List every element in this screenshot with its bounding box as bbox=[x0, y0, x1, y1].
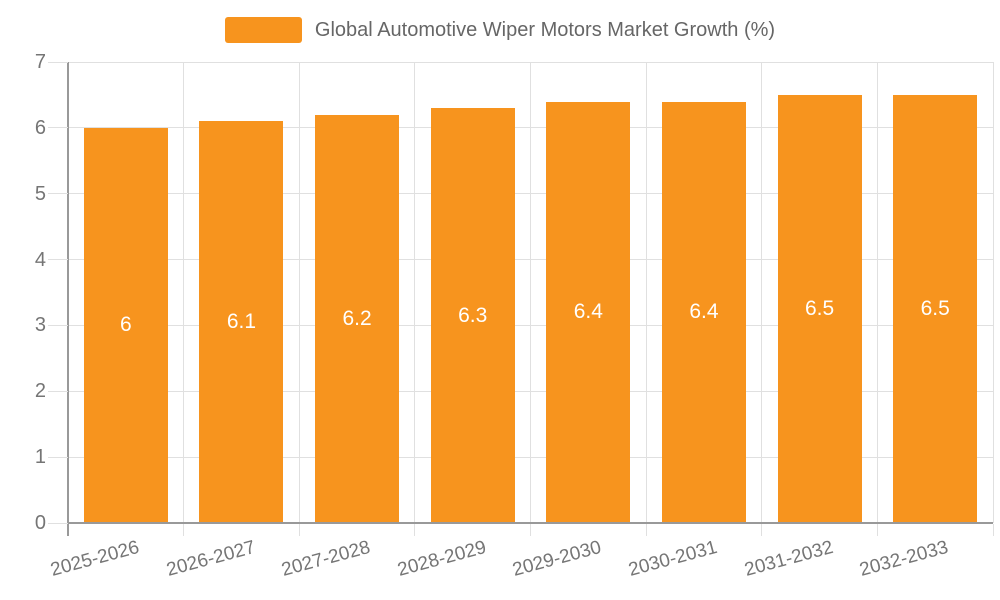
x-axis-tick bbox=[761, 524, 763, 536]
chart-legend: Global Automotive Wiper Motors Market Gr… bbox=[0, 17, 1000, 43]
bar-value-label: 6.5 bbox=[920, 296, 950, 320]
x-axis-tick-label: 2031-2032 bbox=[742, 536, 836, 581]
y-axis-line bbox=[67, 62, 69, 523]
x-axis-tick-label: 2027-2028 bbox=[279, 536, 373, 581]
legend-label: Global Automotive Wiper Motors Market Gr… bbox=[314, 19, 776, 41]
x-axis-line bbox=[67, 522, 993, 524]
y-axis-tick-label: 7 bbox=[34, 51, 46, 73]
y-axis-tick-label: 1 bbox=[34, 446, 46, 469]
bar-value-label: 6.4 bbox=[689, 300, 719, 324]
y-axis-tick-label: 3 bbox=[34, 314, 46, 337]
x-axis-tick-label: 2026-2027 bbox=[163, 536, 258, 581]
y-axis-tick-label: 0 bbox=[34, 512, 46, 534]
y-axis-tick bbox=[48, 390, 68, 392]
bar-value-label: 6.5 bbox=[804, 296, 835, 320]
bar[interactable]: 6.4 bbox=[661, 101, 746, 523]
legend-item[interactable]: Global Automotive Wiper Motors Market Gr… bbox=[224, 17, 776, 43]
bar[interactable]: 6.5 bbox=[893, 94, 978, 523]
bar[interactable]: 6.4 bbox=[546, 101, 631, 523]
gridline-vertical bbox=[530, 62, 531, 523]
gridline-vertical bbox=[414, 62, 416, 523]
legend-swatch bbox=[224, 17, 302, 43]
y-axis-tick-label: 4 bbox=[34, 248, 46, 271]
y-axis-tick-label: 2 bbox=[34, 380, 46, 403]
y-axis-tick bbox=[48, 61, 68, 63]
y-axis-tick-label: 5 bbox=[34, 182, 46, 205]
bar-value-label: 6.2 bbox=[342, 306, 372, 330]
x-axis-tick bbox=[414, 524, 416, 536]
bar-value-label: 6.1 bbox=[226, 310, 257, 334]
gridline-vertical bbox=[298, 62, 300, 523]
y-axis-tick bbox=[48, 193, 68, 195]
bar-value-label: 6.4 bbox=[573, 300, 603, 324]
gridline-vertical bbox=[992, 62, 994, 523]
bar[interactable]: 6.1 bbox=[199, 121, 284, 523]
y-axis-tick-label: 6 bbox=[34, 116, 46, 139]
bar[interactable]: 6.5 bbox=[777, 94, 862, 523]
x-axis-tick bbox=[67, 524, 69, 536]
gridline-vertical bbox=[183, 62, 185, 523]
bar-value-label: 6.3 bbox=[458, 303, 488, 327]
bar[interactable]: 6.3 bbox=[430, 108, 515, 523]
y-axis-tick bbox=[48, 522, 68, 524]
y-axis-tick bbox=[48, 259, 68, 261]
x-axis-tick-label: 2029-2030 bbox=[510, 536, 605, 581]
gridline-vertical bbox=[645, 62, 647, 523]
x-axis-tick bbox=[183, 524, 185, 536]
x-axis-tick bbox=[645, 524, 647, 536]
y-axis-tick bbox=[48, 456, 68, 458]
gridline-vertical bbox=[876, 62, 878, 523]
x-axis-tick-label: 2025-2026 bbox=[48, 536, 142, 581]
x-axis-tick bbox=[992, 524, 994, 536]
x-axis-tick-label: 2032-2033 bbox=[857, 536, 951, 581]
x-axis-tick bbox=[530, 524, 531, 536]
bar[interactable]: 6 bbox=[83, 127, 168, 523]
gridline-vertical bbox=[761, 62, 763, 523]
bar-value-label: 6 bbox=[119, 313, 132, 337]
x-axis-tick bbox=[298, 524, 300, 536]
x-axis-tick-label: 2030-2031 bbox=[626, 536, 720, 581]
x-axis-tick bbox=[876, 524, 878, 536]
x-axis-tick-label: 2028-2029 bbox=[395, 536, 489, 581]
plot-area: 6 6.1 6.2 6.3 6.4 6.4 6.5 6.5 bbox=[68, 61, 994, 523]
bar[interactable]: 6.2 bbox=[315, 114, 400, 523]
y-axis-tick bbox=[48, 324, 68, 326]
y-axis-tick bbox=[48, 127, 68, 129]
